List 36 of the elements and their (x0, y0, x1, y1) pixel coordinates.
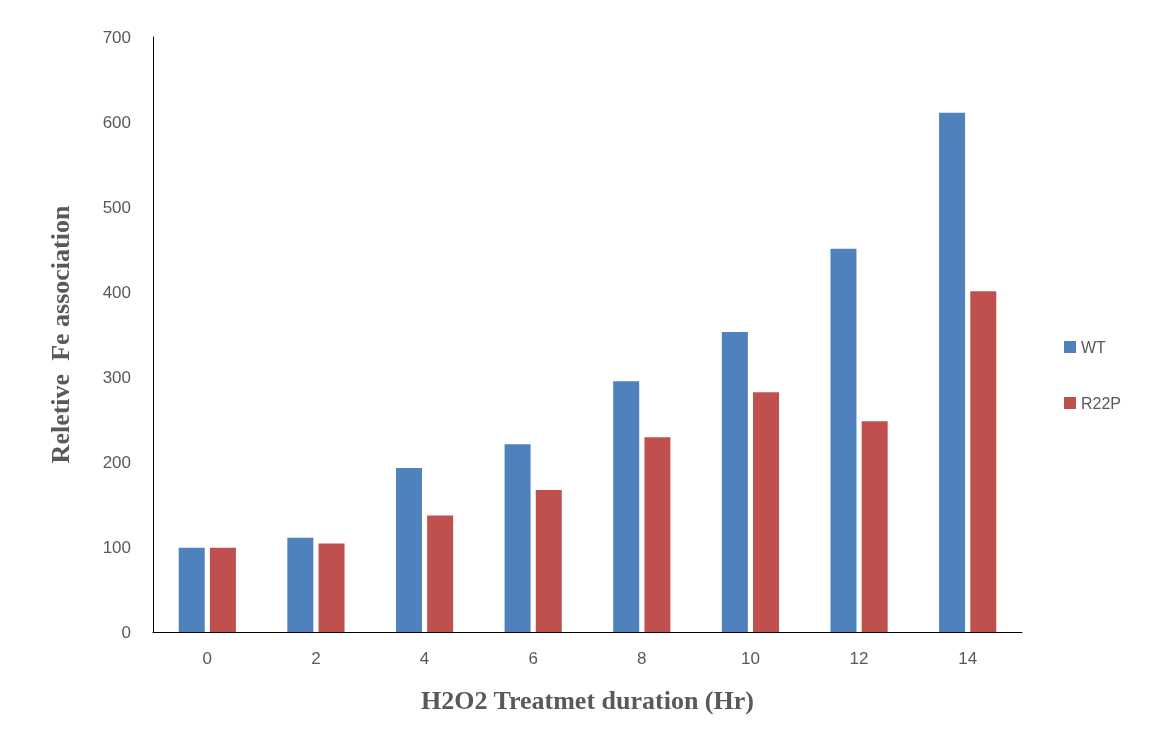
y-tick-label: 300 (102, 367, 131, 387)
y-tick-label: 500 (102, 197, 131, 217)
bar (939, 112, 966, 632)
x-tick-label: 6 (528, 649, 538, 668)
bar (287, 537, 314, 632)
bar (178, 547, 205, 632)
y-tick-label: 100 (102, 537, 131, 557)
bar (209, 547, 236, 632)
y-tick-label: 600 (102, 112, 131, 132)
bar (721, 331, 748, 632)
bar (535, 490, 562, 632)
bar (427, 515, 454, 632)
x-tick-label: 14 (958, 649, 978, 668)
x-tick-label: 4 (419, 649, 430, 668)
y-tick-label: 400 (102, 282, 131, 302)
bar (753, 392, 780, 632)
x-tick-label: 2 (311, 649, 321, 668)
bar (395, 467, 422, 632)
bar (318, 543, 345, 632)
bar (504, 444, 531, 632)
bar (861, 421, 888, 632)
x-tick-label: 10 (740, 649, 760, 668)
y-tick-label: 700 (102, 27, 131, 47)
legend-label: WT (1080, 338, 1107, 356)
y-tick-label: 200 (102, 452, 131, 472)
bar (644, 437, 671, 632)
x-tick-label: 8 (637, 649, 647, 668)
x-tick-label: 0 (202, 649, 213, 668)
bar (613, 381, 640, 632)
bar (830, 248, 857, 632)
bar (970, 291, 997, 632)
x-tick-label: 12 (849, 649, 869, 668)
x-axis-title: H2O2 Treatmet duration (Hr) (421, 685, 754, 715)
y-tick-label: 0 (121, 622, 131, 642)
legend-label: R22P (1080, 394, 1122, 412)
y-axis-title: Reletive Fe association (45, 205, 75, 464)
